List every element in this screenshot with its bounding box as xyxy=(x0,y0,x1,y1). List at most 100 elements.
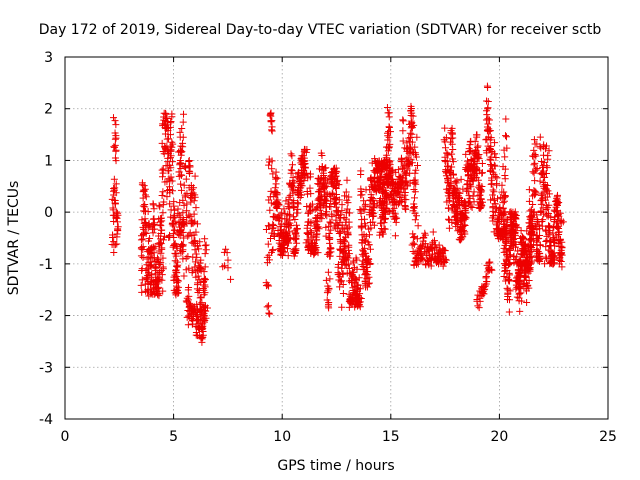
data-point xyxy=(194,272,202,280)
data-point xyxy=(268,165,276,173)
data-point xyxy=(478,182,486,190)
data-point xyxy=(491,200,499,208)
data-point xyxy=(491,139,499,147)
data-point xyxy=(545,147,553,155)
y-tick-label: -4 xyxy=(39,412,53,428)
data-point xyxy=(502,132,510,140)
data-point xyxy=(466,141,474,149)
data-point xyxy=(527,237,535,245)
data-point xyxy=(384,161,392,169)
data-point xyxy=(543,164,551,172)
data-point xyxy=(386,158,394,166)
data-point xyxy=(159,287,167,295)
data-point xyxy=(273,174,281,182)
data-point xyxy=(168,187,176,195)
data-point xyxy=(323,289,331,297)
data-point xyxy=(389,176,397,184)
data-point xyxy=(355,301,363,309)
data-point xyxy=(283,215,291,223)
data-point xyxy=(203,304,211,312)
data-point xyxy=(399,127,407,135)
data-point xyxy=(343,205,351,213)
data-point xyxy=(525,284,533,292)
data-point xyxy=(270,231,278,239)
data-point xyxy=(411,194,419,202)
data-point xyxy=(464,187,472,195)
data-point xyxy=(538,222,546,230)
data-point xyxy=(362,232,370,240)
data-point xyxy=(147,250,155,258)
data-point xyxy=(506,287,514,295)
data-point xyxy=(506,259,514,267)
data-point xyxy=(146,248,154,256)
data-point xyxy=(468,204,476,212)
y-tick-label: 1 xyxy=(44,153,53,169)
data-point xyxy=(190,210,198,218)
data-point xyxy=(535,221,543,229)
data-point xyxy=(486,127,494,135)
data-point xyxy=(339,281,347,289)
data-point xyxy=(502,133,510,141)
data-point xyxy=(504,292,512,300)
data-point xyxy=(409,207,417,215)
data-point xyxy=(150,219,158,227)
data-point xyxy=(201,242,209,250)
data-point xyxy=(513,224,521,232)
data-point xyxy=(364,255,372,263)
data-point xyxy=(192,228,200,236)
data-point xyxy=(187,198,195,206)
data-point xyxy=(185,292,193,300)
data-point xyxy=(267,110,275,118)
data-point xyxy=(477,188,485,196)
data-point xyxy=(557,257,565,265)
data-point xyxy=(368,207,376,215)
data-point xyxy=(179,139,187,147)
data-point xyxy=(137,281,145,289)
data-point xyxy=(175,168,183,176)
data-point xyxy=(394,166,402,174)
data-point xyxy=(444,215,452,223)
data-point xyxy=(530,146,538,154)
data-point xyxy=(307,219,315,227)
data-point xyxy=(517,289,525,297)
data-point xyxy=(172,252,180,260)
data-point xyxy=(406,160,414,168)
data-point xyxy=(174,205,182,213)
data-point xyxy=(475,151,483,159)
data-point xyxy=(402,171,410,179)
data-point xyxy=(445,197,453,205)
data-point xyxy=(150,205,158,213)
data-point xyxy=(449,158,457,166)
data-point xyxy=(334,222,342,230)
data-point xyxy=(443,149,451,157)
x-tick-label: 5 xyxy=(169,429,178,445)
data-point xyxy=(306,173,314,181)
data-point xyxy=(512,214,520,222)
data-point xyxy=(286,228,294,236)
data-point xyxy=(411,143,419,151)
data-point xyxy=(185,157,193,165)
data-point xyxy=(357,224,365,232)
data-point xyxy=(460,226,468,234)
data-point xyxy=(533,211,541,219)
data-point xyxy=(188,216,196,224)
data-point xyxy=(201,281,209,289)
data-point xyxy=(487,265,495,273)
data-point xyxy=(411,149,419,157)
data-point xyxy=(431,237,439,245)
data-point xyxy=(322,196,330,204)
data-point xyxy=(557,242,565,250)
data-point xyxy=(545,201,553,209)
data-point xyxy=(357,209,365,217)
data-point xyxy=(196,294,204,302)
data-point xyxy=(196,259,204,267)
data-point xyxy=(461,222,469,230)
data-point xyxy=(471,137,479,145)
data-point xyxy=(381,225,389,233)
data-point xyxy=(549,256,557,264)
data-point xyxy=(284,245,292,253)
data-point xyxy=(353,265,361,273)
data-point xyxy=(171,217,179,225)
data-point xyxy=(168,113,176,121)
data-point xyxy=(166,200,174,208)
